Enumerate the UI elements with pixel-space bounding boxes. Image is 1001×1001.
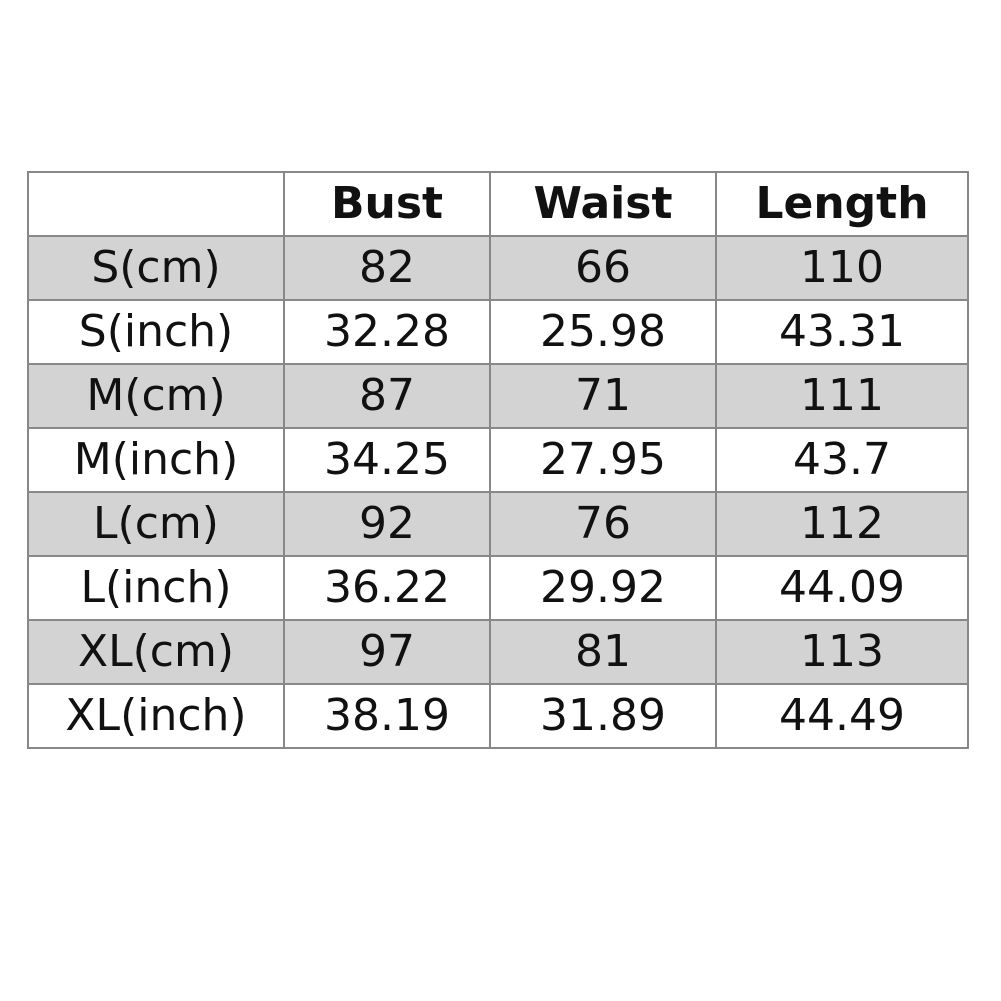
header-cell-bust: Bust (283, 171, 491, 237)
table-row: M(inch) 34.25 27.95 43.7 (27, 427, 969, 493)
table-row: M(cm) 87 71 111 (27, 363, 969, 429)
header-row: Bust Waist Length (27, 171, 969, 237)
length-value: 44.09 (715, 555, 969, 621)
size-chart-table: Bust Waist Length S(cm) 82 66 110 S(inch) 32.… (27, 171, 969, 749)
bust-value: 38.19 (283, 683, 491, 749)
table-row: S(cm) 82 66 110 (27, 235, 969, 301)
table-row: L(inch) 36.22 29.92 44.09 (27, 555, 969, 621)
length-value: 44.49 (715, 683, 969, 749)
size-label: S(cm) (27, 235, 285, 301)
size-label: S(inch) (27, 299, 285, 365)
length-value: 43.7 (715, 427, 969, 493)
waist-value: 76 (489, 491, 717, 557)
waist-value: 66 (489, 235, 717, 301)
header-cell-empty (27, 171, 285, 237)
size-label: XL(inch) (27, 683, 285, 749)
length-value: 113 (715, 619, 969, 685)
table-row: XL(cm) 97 81 113 (27, 619, 969, 685)
bust-value: 97 (283, 619, 491, 685)
length-value: 111 (715, 363, 969, 429)
size-label: L(cm) (27, 491, 285, 557)
size-label: XL(cm) (27, 619, 285, 685)
bust-value: 36.22 (283, 555, 491, 621)
bust-value: 82 (283, 235, 491, 301)
size-label: M(inch) (27, 427, 285, 493)
bust-value: 92 (283, 491, 491, 557)
header-cell-length: Length (715, 171, 969, 237)
size-label: L(inch) (27, 555, 285, 621)
length-value: 110 (715, 235, 969, 301)
waist-value: 71 (489, 363, 717, 429)
waist-value: 81 (489, 619, 717, 685)
length-value: 112 (715, 491, 969, 557)
bust-value: 87 (283, 363, 491, 429)
header-cell-waist: Waist (489, 171, 717, 237)
waist-value: 25.98 (489, 299, 717, 365)
table-row: XL(inch) 38.19 31.89 44.49 (27, 683, 969, 749)
waist-value: 27.95 (489, 427, 717, 493)
size-label: M(cm) (27, 363, 285, 429)
table-row: L(cm) 92 76 112 (27, 491, 969, 557)
length-value: 43.31 (715, 299, 969, 365)
waist-value: 31.89 (489, 683, 717, 749)
table-row: S(inch) 32.28 25.98 43.31 (27, 299, 969, 365)
bust-value: 34.25 (283, 427, 491, 493)
waist-value: 29.92 (489, 555, 717, 621)
bust-value: 32.28 (283, 299, 491, 365)
